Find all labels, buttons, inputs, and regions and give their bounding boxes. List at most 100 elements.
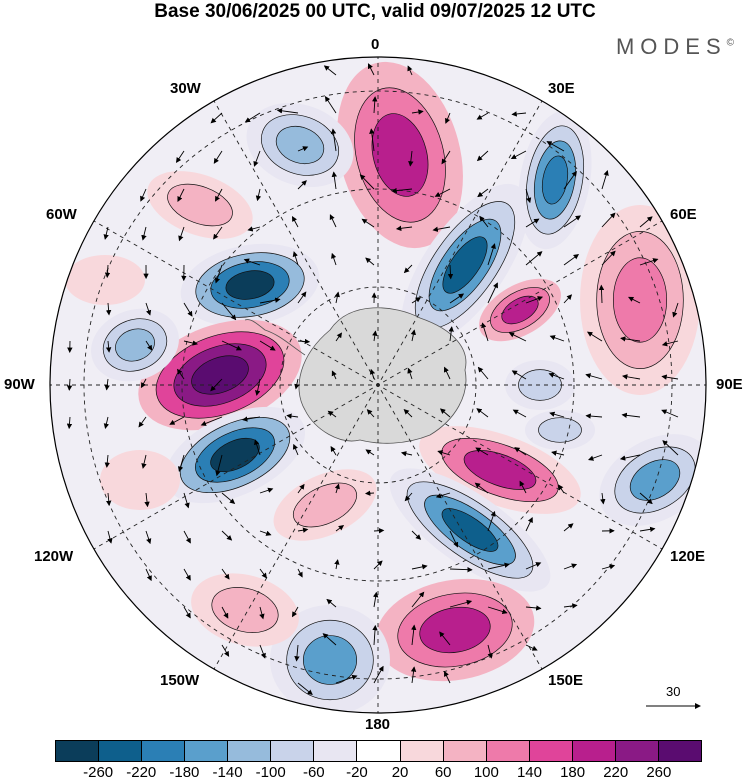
colorbar-tick-label: 20	[391, 764, 409, 781]
colorbar-tick-label: 260	[646, 764, 672, 781]
wind-vector	[549, 335, 565, 342]
wind-vector	[476, 150, 489, 162]
wind-vector	[221, 340, 242, 351]
wind-vector	[292, 215, 299, 228]
colorbar-tick-label: 140	[516, 764, 542, 781]
wind-vector	[66, 378, 73, 391]
lon-label-0: 0	[371, 36, 380, 53]
wind-vector	[259, 568, 267, 579]
anomaly-contour	[371, 113, 429, 197]
colorbar-tick-label: 180	[560, 764, 586, 781]
wind-vector	[508, 332, 527, 342]
wind-vector	[476, 408, 489, 418]
wind-vector	[141, 226, 147, 241]
wind-vector	[145, 340, 153, 351]
wind-vector	[364, 490, 375, 496]
wind-vector	[327, 410, 337, 418]
wind-vector	[213, 226, 223, 240]
brand-mark: ©	[726, 37, 734, 49]
wind-vector	[525, 218, 540, 228]
wind-vector	[511, 111, 527, 117]
wind-vector	[563, 254, 580, 266]
wind-vector	[66, 416, 73, 430]
colorbar-tick-label: -100	[255, 764, 286, 781]
brand-logo: MODES©	[616, 34, 734, 60]
chart-title: Base 30/06/2025 00 UTC, valid 09/07/2025…	[154, 1, 596, 22]
wind-vector	[439, 631, 451, 646]
wind-vector	[410, 666, 417, 684]
wind-vector	[563, 294, 573, 304]
wind-vector	[586, 331, 603, 342]
wind-vector-field	[66, 63, 679, 695]
wind-vector	[372, 624, 378, 646]
wind-vector	[395, 225, 413, 231]
wind-vector	[546, 141, 565, 152]
anomaly-contour	[211, 587, 279, 633]
wind-vector	[373, 527, 385, 534]
wind-vector	[326, 598, 337, 608]
wind-vector	[175, 150, 185, 163]
wind-vector	[510, 150, 527, 160]
colorbar-swatch	[572, 741, 616, 761]
wind-vector	[177, 368, 185, 380]
lon-label-120e: 120E	[670, 548, 706, 565]
meridian	[212, 98, 544, 672]
wind-vector	[519, 480, 527, 494]
wind-vector	[169, 416, 185, 425]
anomaly-contour	[442, 236, 488, 294]
anomaly-contour	[100, 450, 180, 510]
wind-vector	[403, 408, 413, 418]
wind-vector	[210, 112, 223, 124]
wind-vector	[411, 530, 422, 540]
anomaly-contour	[541, 155, 569, 205]
wind-vector	[628, 296, 641, 304]
wind-vector	[335, 332, 342, 342]
wind-vector	[601, 212, 616, 228]
wind-vector	[221, 492, 236, 504]
anomaly-contour	[65, 255, 145, 305]
antarctica-landmass	[298, 307, 467, 444]
wind-vector	[487, 644, 493, 659]
wind-vector	[477, 188, 489, 198]
wind-vector	[104, 264, 111, 279]
colorbar	[55, 740, 702, 762]
wind-vector	[563, 523, 574, 532]
wind-vector	[183, 302, 193, 317]
wind-vector	[435, 492, 451, 499]
wind-vector	[334, 559, 340, 570]
wind-vector	[213, 150, 223, 164]
wind-vector	[297, 527, 309, 533]
wind-vector	[477, 366, 489, 380]
wind-vector	[292, 251, 299, 266]
wind-vector	[514, 447, 527, 456]
wind-vector	[372, 591, 379, 608]
wind-vector	[106, 492, 112, 507]
wind-vector	[432, 226, 451, 232]
wind-vector	[639, 492, 653, 505]
anomaly-contour	[419, 606, 491, 654]
wind-vector	[639, 258, 659, 266]
wind-vector	[598, 284, 605, 304]
colorbar-swatch	[314, 741, 358, 761]
wind-vector	[373, 560, 383, 570]
wind-vector	[324, 96, 337, 114]
wind-vector	[434, 188, 451, 197]
wind-vector	[221, 644, 230, 657]
colorbar-tick-label: -20	[346, 764, 368, 781]
colorbar-swatch	[271, 741, 315, 761]
wind-vector	[103, 416, 110, 429]
colorbar-swatch	[228, 741, 272, 761]
wind-vector	[145, 568, 152, 582]
wind-vector	[639, 216, 653, 228]
wind-vector	[512, 409, 527, 418]
wind-vector	[558, 484, 565, 494]
colorbar-tick-label: 60	[434, 764, 452, 781]
wind-vector	[335, 674, 358, 684]
colorbar-swatch	[615, 741, 659, 761]
wind-vector	[242, 416, 261, 422]
wind-vector	[254, 439, 261, 456]
meridian-lines	[50, 57, 706, 713]
wind-vector	[511, 370, 527, 380]
wind-vector	[361, 218, 375, 228]
